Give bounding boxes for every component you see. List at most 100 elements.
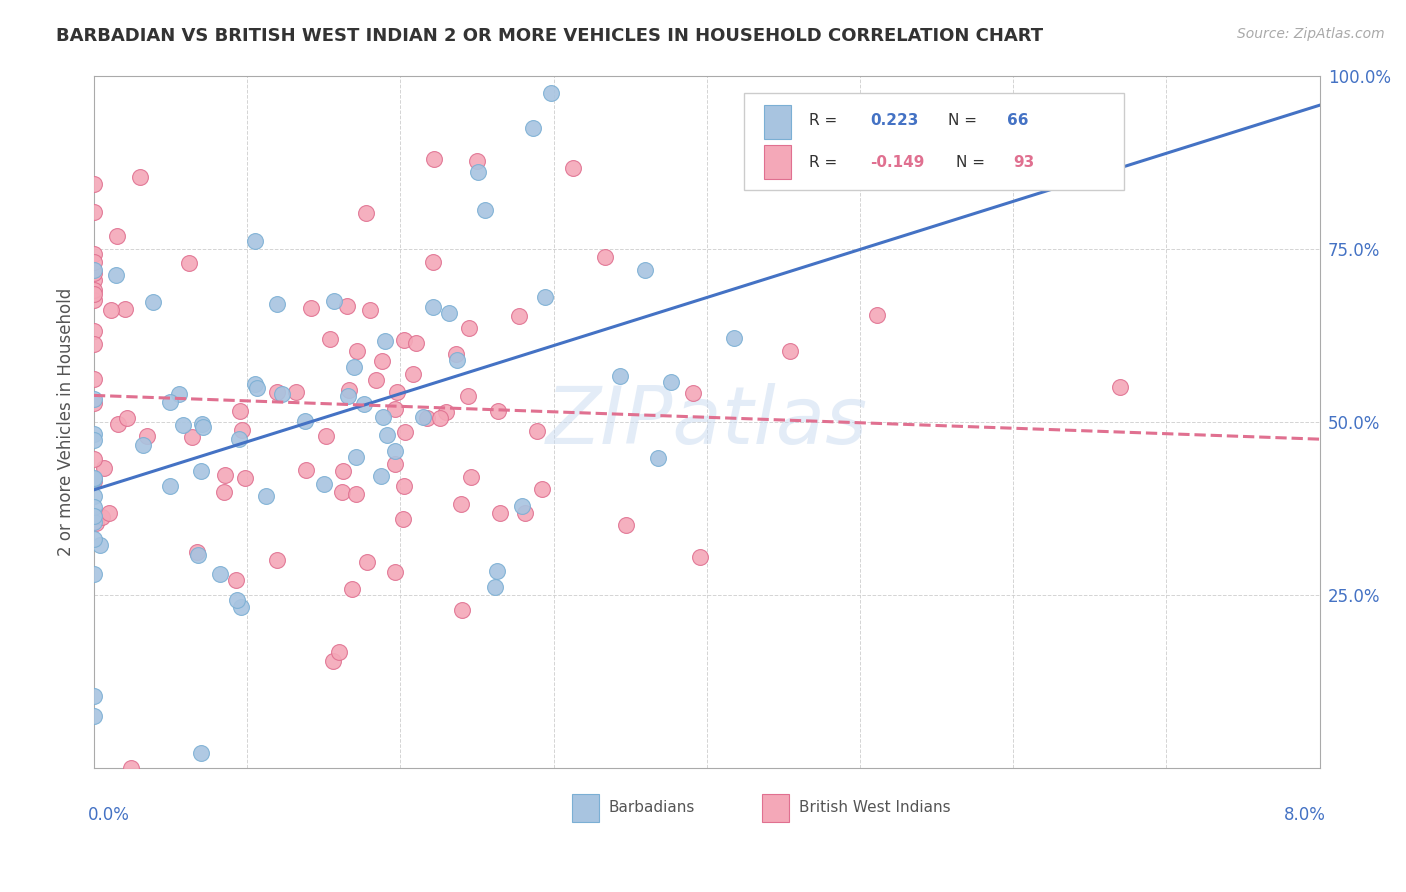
Point <box>405 336 427 351</box>
FancyBboxPatch shape <box>765 145 792 179</box>
Point <box>353 397 375 411</box>
FancyBboxPatch shape <box>765 104 792 139</box>
Point <box>458 320 481 334</box>
Point <box>120 761 142 775</box>
Point <box>332 464 354 478</box>
Point <box>779 343 801 358</box>
Point <box>159 395 181 409</box>
Point <box>84 516 107 531</box>
Text: 0.223: 0.223 <box>870 113 918 128</box>
Point <box>93 461 115 475</box>
Point <box>117 411 139 425</box>
Point <box>83 396 105 410</box>
Point <box>228 432 250 446</box>
Point <box>319 331 342 345</box>
Point <box>266 553 288 567</box>
Point <box>337 383 360 397</box>
Point <box>233 470 256 484</box>
Point <box>229 403 252 417</box>
Point <box>526 425 548 439</box>
Point <box>343 360 366 375</box>
Point <box>83 427 105 442</box>
Point <box>191 417 214 431</box>
Point <box>243 235 266 249</box>
FancyBboxPatch shape <box>572 794 599 822</box>
Point <box>342 582 364 596</box>
Point <box>83 473 105 487</box>
Point <box>465 153 488 168</box>
Point <box>83 508 105 523</box>
Point <box>83 500 105 514</box>
Point <box>661 375 683 389</box>
FancyBboxPatch shape <box>762 794 789 822</box>
Point <box>374 334 396 348</box>
Point <box>83 286 105 301</box>
Point <box>534 290 557 304</box>
Point <box>83 266 105 280</box>
Text: 93: 93 <box>1014 154 1035 169</box>
Point <box>371 409 394 424</box>
Point <box>83 532 105 546</box>
Point <box>446 352 468 367</box>
Point <box>422 255 444 269</box>
Text: R =: R = <box>808 154 842 169</box>
Point <box>83 689 105 703</box>
Point <box>231 423 253 437</box>
Point <box>530 482 553 496</box>
Point <box>91 510 114 524</box>
Point <box>208 567 231 582</box>
Text: N =: N = <box>948 113 983 128</box>
Point <box>83 709 105 723</box>
Point <box>392 333 415 347</box>
Point <box>83 489 105 503</box>
Point <box>100 303 122 318</box>
Point <box>83 392 105 406</box>
Point <box>356 555 378 569</box>
Point <box>484 580 506 594</box>
Point <box>434 405 457 419</box>
Point <box>1108 380 1130 394</box>
Point <box>330 485 353 500</box>
Point <box>226 593 249 607</box>
Text: ZIPatlas: ZIPatlas <box>546 383 868 460</box>
Point <box>356 206 378 220</box>
Point <box>104 268 127 282</box>
Point <box>187 548 209 562</box>
Point <box>486 404 509 418</box>
Point <box>83 178 105 192</box>
Point <box>634 262 657 277</box>
Point <box>83 255 105 269</box>
Point <box>107 417 129 431</box>
Point <box>508 310 530 324</box>
Point <box>83 273 105 287</box>
Point <box>243 377 266 392</box>
Text: BARBADIAN VS BRITISH WEST INDIAN 2 OR MORE VEHICLES IN HOUSEHOLD CORRELATION CHA: BARBADIAN VS BRITISH WEST INDIAN 2 OR MO… <box>56 27 1043 45</box>
Point <box>191 420 214 434</box>
Text: 8.0%: 8.0% <box>1284 805 1326 824</box>
Point <box>142 294 165 309</box>
Point <box>89 538 111 552</box>
Point <box>83 452 105 467</box>
Point <box>593 250 616 264</box>
Point <box>231 600 253 615</box>
Point <box>83 293 105 307</box>
Text: 0.0%: 0.0% <box>87 805 129 824</box>
Point <box>488 506 510 520</box>
Point <box>346 344 368 359</box>
Point <box>394 425 416 439</box>
Point <box>609 368 631 383</box>
Point <box>284 384 307 399</box>
Point <box>370 468 392 483</box>
Point <box>647 450 669 465</box>
Point <box>486 564 509 578</box>
Point <box>416 411 439 425</box>
Point <box>180 430 202 444</box>
Point <box>212 484 235 499</box>
Point <box>266 385 288 400</box>
Point <box>429 411 451 425</box>
Point <box>384 565 406 579</box>
Text: British West Indians: British West Indians <box>799 800 950 815</box>
Point <box>270 386 292 401</box>
Point <box>83 566 105 581</box>
Point <box>294 462 316 476</box>
